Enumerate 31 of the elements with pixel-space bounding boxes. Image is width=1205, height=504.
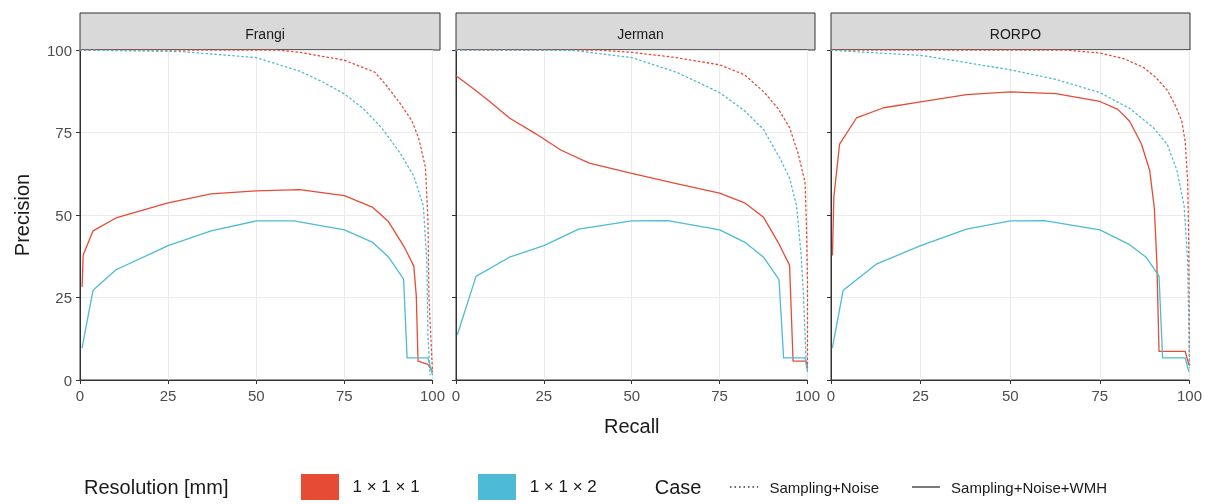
legend-label: 1 × 1 × 2 — [529, 477, 597, 497]
x-tick-label: 100 — [419, 387, 445, 404]
chart-title: Jerman — [617, 26, 664, 42]
x-tick-label: 0 — [451, 387, 461, 404]
x-tick-label: 0 — [75, 387, 85, 404]
x-axis-title: Recall — [603, 415, 660, 437]
chart-title: Frangi — [245, 26, 285, 42]
x-tick-label: 0 — [826, 387, 836, 404]
text: Sampling+Noise+WMH — [951, 478, 1107, 496]
x-tick-label: 25 — [912, 387, 929, 404]
x-tick-label: 50 — [247, 387, 265, 404]
y-tick-label: 25 — [55, 289, 72, 306]
x-tick-label: 100 — [1176, 387, 1202, 404]
chart-title: RORPO — [989, 26, 1042, 42]
legend-title: Resolution [mm] — [84, 475, 229, 499]
y-axis-title: Precision — [11, 173, 33, 257]
x-tick-label: 25 — [535, 387, 553, 404]
x-tick-label: 75 — [1091, 387, 1109, 404]
x-tick-label: 50 — [1001, 387, 1019, 404]
y-tick-label: 0 — [63, 371, 72, 389]
x-tick-label: 25 — [159, 387, 177, 404]
legend-label: 1 × 1 × 1 — [352, 477, 420, 497]
text: Case — [654, 475, 702, 499]
y-tick-label: 75 — [55, 124, 72, 141]
x-tick-label: 100 — [794, 387, 820, 404]
y-tick-label: 50 — [55, 206, 72, 224]
x-tick-label: 75 — [711, 387, 728, 404]
x-tick-label: 75 — [336, 387, 353, 404]
x-tick-label: 50 — [623, 387, 641, 404]
text: Sampling+Noise — [769, 478, 880, 496]
y-tick-label: 100 — [46, 41, 72, 59]
